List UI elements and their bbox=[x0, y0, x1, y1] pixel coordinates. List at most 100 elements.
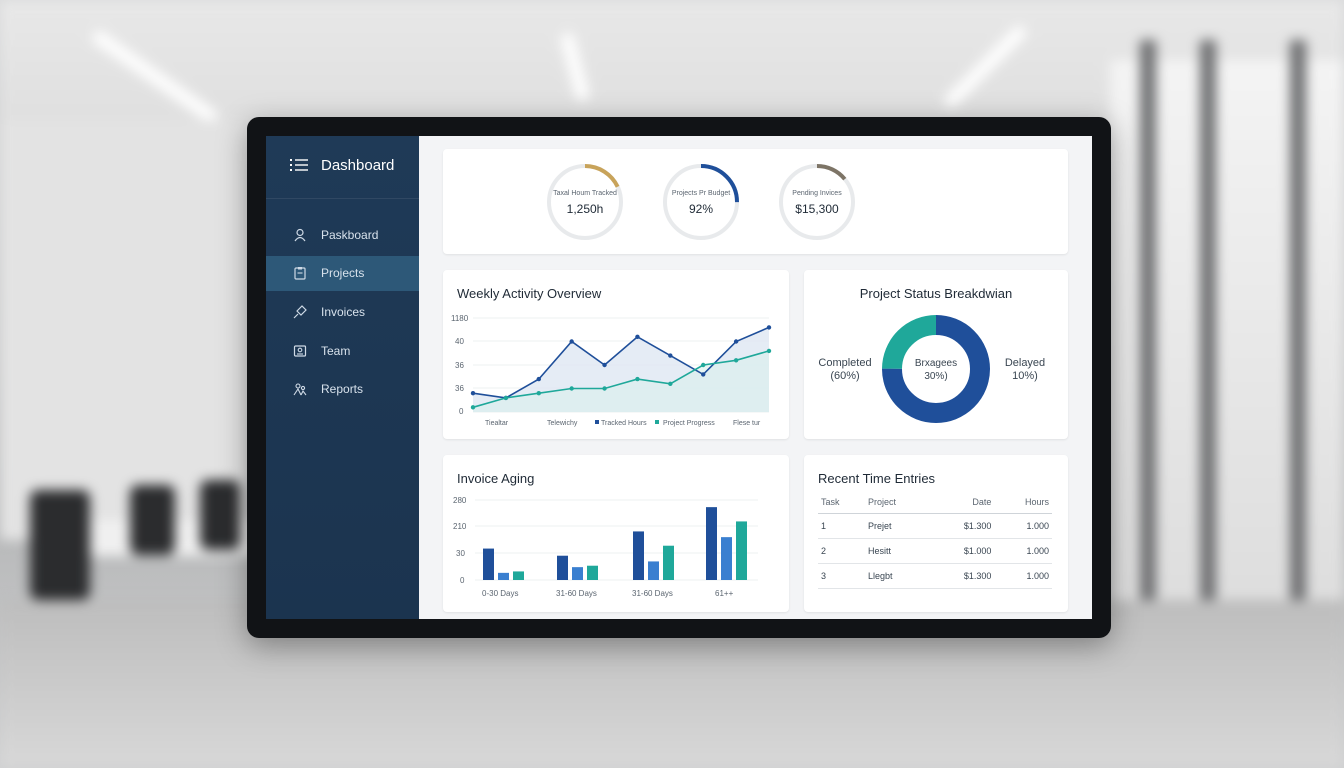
y-tick-label: 210 bbox=[453, 522, 467, 531]
table-row[interactable]: 1 Prejet $1.300 1.000 bbox=[818, 513, 1052, 539]
invoice-bar bbox=[648, 561, 659, 580]
x-tick-label: 31-60 Days bbox=[556, 589, 597, 598]
kpi-ring bbox=[663, 164, 739, 240]
y-tick-label: 30 bbox=[456, 549, 465, 558]
table-header-row: Task Project Date Hours bbox=[818, 491, 1052, 514]
table-cell: 1.000 bbox=[994, 538, 1052, 564]
sidebar-item-paskboard[interactable]: Paskboard bbox=[266, 218, 419, 253]
weekly-activity-chart: 1180 40 36 36 0 Tiealtar Telewichy Track… bbox=[451, 314, 772, 427]
column-header[interactable]: Date bbox=[930, 491, 995, 514]
kpi-label: Projects Pr Budget bbox=[671, 190, 731, 197]
y-tick-label: 0 bbox=[459, 407, 464, 416]
invoice-bar bbox=[706, 507, 717, 580]
project-progress-line bbox=[472, 350, 770, 409]
table-cell: Hesitt bbox=[864, 538, 931, 564]
card-title: Project Status Breakdwian bbox=[859, 286, 1013, 301]
column-header[interactable]: Project bbox=[864, 491, 931, 514]
center-label-value: 30%) bbox=[924, 371, 948, 382]
invoice-bar bbox=[736, 521, 747, 580]
table-row[interactable]: 2 Hesitt $1.000 1.000 bbox=[818, 538, 1052, 564]
kpi-projects-budget: Projects Pr Budget 92% bbox=[661, 162, 741, 242]
window-frame bbox=[1140, 40, 1156, 660]
y-tick-label: 1180 bbox=[451, 314, 469, 323]
y-tick-label: 280 bbox=[453, 496, 467, 505]
kpi-ring bbox=[779, 164, 855, 240]
table-row[interactable]: 3 Llegbt $1.300 1.000 bbox=[818, 563, 1052, 589]
y-tick-label: 0 bbox=[460, 576, 465, 585]
completed-label-value: (60%) bbox=[830, 370, 860, 382]
delayed-label-text: Delayed bbox=[1004, 357, 1046, 369]
table-cell: 1 bbox=[818, 513, 865, 539]
table-cell: 1.000 bbox=[994, 513, 1052, 539]
x-tick-label: 61++ bbox=[715, 589, 734, 598]
status-donut-chart bbox=[882, 315, 990, 423]
table-cell: 2 bbox=[818, 538, 865, 564]
id-card-icon bbox=[293, 345, 307, 357]
kpi-pending-invoices: Pending Invices $15,300 bbox=[777, 162, 857, 242]
window-frame bbox=[1290, 40, 1306, 660]
data-point bbox=[470, 391, 476, 396]
data-point bbox=[602, 386, 607, 391]
legend-label: Flese tur bbox=[733, 420, 761, 427]
x-tick-label: 0-30 Days bbox=[482, 589, 518, 598]
invoice-bar bbox=[572, 567, 583, 580]
table-cell: Llegbt bbox=[864, 563, 931, 589]
time-entries-table: Task Project Date Hours 1 Prejet $1.300 … bbox=[818, 491, 1052, 589]
kpi-card: Taxal Houm Tracked 1,250h Projects Pr Bu… bbox=[443, 149, 1068, 254]
invoice-bar bbox=[557, 555, 568, 580]
data-point bbox=[668, 381, 673, 386]
y-tick-label: 40 bbox=[455, 337, 464, 346]
kpi-ring-progress bbox=[663, 164, 739, 240]
sidebar-item-team[interactable]: Team bbox=[266, 334, 419, 369]
sidebar-item-label: Paskboard bbox=[321, 228, 379, 242]
chair bbox=[130, 485, 175, 555]
center-label-text: Brxagees bbox=[914, 358, 958, 369]
legend-label: Tiealtar bbox=[485, 420, 509, 427]
y-tick-label: 36 bbox=[455, 384, 464, 393]
data-point bbox=[701, 372, 706, 377]
sidebar-item-label: Projects bbox=[321, 266, 365, 280]
menu-icon[interactable] bbox=[290, 158, 308, 172]
completed-label-text: Completed bbox=[818, 357, 872, 369]
data-point bbox=[635, 334, 640, 339]
table-cell: $1.300 bbox=[930, 563, 995, 589]
invoice-bar bbox=[721, 537, 732, 580]
invoice-bar bbox=[483, 548, 494, 580]
sidebar-item-projects[interactable]: Projects bbox=[266, 256, 419, 291]
sidebar-item-reports[interactable]: Reports bbox=[266, 372, 419, 407]
data-point bbox=[602, 362, 607, 368]
project-progress-area bbox=[473, 350, 769, 412]
recent-entries-card: Recent Time Entries Task Project Date Ho… bbox=[804, 455, 1068, 612]
invoice-bar bbox=[587, 565, 598, 580]
invoice-bar bbox=[663, 545, 674, 580]
project-status-card: Project Status Breakdwian Completed (60%… bbox=[804, 270, 1068, 439]
clipboard-icon bbox=[294, 267, 306, 280]
legend-swatch bbox=[595, 420, 599, 424]
sidebar-item-label: Reports bbox=[321, 382, 364, 396]
kpi-ring bbox=[547, 164, 623, 240]
column-header[interactable]: Hours bbox=[994, 491, 1052, 514]
data-point bbox=[766, 348, 772, 354]
data-point bbox=[701, 362, 706, 368]
data-point bbox=[733, 358, 739, 363]
wall bbox=[0, 120, 250, 540]
kpi-hours-tracked: Taxal Houm Tracked 1,250h bbox=[545, 162, 625, 242]
legend-label: Project Progress bbox=[663, 420, 715, 427]
kpi-ring-progress bbox=[547, 164, 623, 240]
legend-label: Tracked Hours bbox=[601, 420, 647, 427]
kpi-ring-progress bbox=[779, 164, 855, 240]
delayed-label: Delayed 10%) bbox=[994, 357, 1056, 383]
legend-label: Telewichy bbox=[547, 420, 578, 427]
people-icon bbox=[293, 383, 307, 396]
sidebar-item-invoices[interactable]: Invoices bbox=[266, 295, 419, 330]
invoice-aging-chart: 280 210 30 0 0-30 Days 31-60 Days 31-60 … bbox=[453, 496, 758, 598]
monitor: Dashboard Paskboard Projects bbox=[247, 117, 1111, 638]
data-point bbox=[503, 395, 509, 401]
card-title: Weekly Activity Overview bbox=[457, 286, 602, 301]
table-cell: $1.000 bbox=[930, 538, 995, 564]
invoice-bar bbox=[498, 572, 509, 580]
invoice-bar bbox=[633, 531, 644, 580]
column-header[interactable]: Task bbox=[818, 491, 865, 514]
x-tick-label: 31-60 Days bbox=[632, 589, 673, 598]
